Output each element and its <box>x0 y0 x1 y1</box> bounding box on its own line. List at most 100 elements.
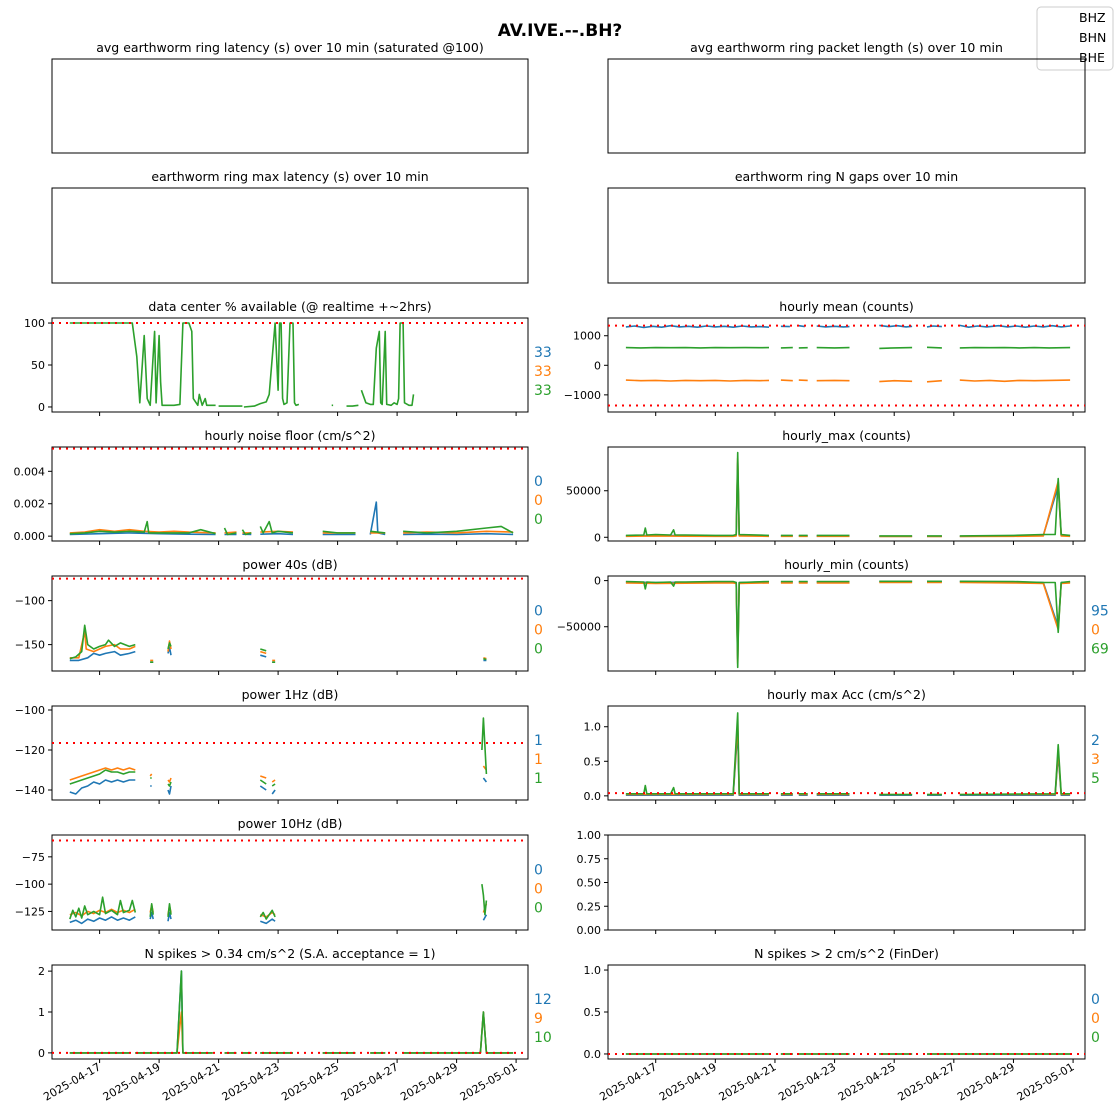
y-tick-label: 0.25 <box>577 900 602 913</box>
plot-area <box>52 970 528 1054</box>
series-line-bhz <box>625 462 1071 538</box>
y-tick-label: 0 <box>594 359 601 372</box>
panel-p6: hourly noise floor (cm/s^2) 0.000 0.002 0.0… <box>14 428 543 545</box>
x-tick-label: 2025-04-29 <box>398 1060 460 1103</box>
y-tick-label: 0.75 <box>577 853 602 866</box>
panel-p15: N spikes > 2 cm/s^2 (FinDer) 0.0 0.5 1.0 202… <box>584 946 1100 1104</box>
panel-p1: avg earthworm ring packet length (s) ove… <box>607 40 1086 154</box>
plot-area <box>52 839 528 925</box>
series-line-bhe <box>625 451 1071 537</box>
series-line-bhn <box>625 457 1071 538</box>
plot-area <box>625 580 1071 669</box>
plot-frame <box>51 705 529 801</box>
panel-p8: power 40s (dB) −100 −150 0 0 0 <box>15 557 543 675</box>
series-line-bhe <box>625 580 1071 669</box>
plot-area <box>608 712 1085 796</box>
y-tick-label: 1000 <box>573 330 601 343</box>
plot-frame <box>51 58 529 154</box>
series-line-bhz <box>69 911 488 925</box>
side-value-bhz: 33 <box>534 345 552 361</box>
y-tick-label: −100 <box>15 704 45 717</box>
panel-title: earthworm ring max latency (s) over 10 m… <box>151 169 428 184</box>
y-tick-label: −50000 <box>557 621 601 634</box>
side-value-bhe: 0 <box>534 642 543 658</box>
x-tick-label: 2025-04-25 <box>279 1060 341 1103</box>
side-value-bhe: 33 <box>534 383 552 399</box>
side-value-bhz: 0 <box>1091 992 1100 1008</box>
plot-area <box>52 577 528 663</box>
panel-p13: 0.00 0.25 0.50 0.75 1.00 <box>577 829 1086 937</box>
x-tick-label: 2025-04-27 <box>895 1060 957 1103</box>
series-line-bhe <box>625 346 1071 350</box>
side-value-bhe: 0 <box>1091 1030 1100 1046</box>
legend: BHZ BHN BHE <box>1036 6 1114 71</box>
x-tick-label: 2025-04-21 <box>717 1060 779 1103</box>
x-tick-label: 2025-04-19 <box>101 1060 163 1103</box>
plot-frame <box>607 446 1086 542</box>
series-line-bhz <box>625 324 1071 329</box>
panel-title: power 1Hz (dB) <box>242 687 339 702</box>
panel-p12: power 10Hz (dB) −75 −100 −125 0 0 0 <box>15 816 543 934</box>
panel-p11: hourly max Acc (cm/s^2) 0.0 0.5 1.0 2 3 5 <box>584 687 1100 804</box>
series-line-bhz <box>69 501 514 536</box>
panel-title: avg earthworm ring latency (s) over 10 m… <box>96 40 483 55</box>
plot-frame <box>607 964 1086 1060</box>
panel-title: hourly_max (counts) <box>782 428 911 443</box>
y-tick-label: 0 <box>594 531 601 544</box>
side-value-bhn: 0 <box>534 493 543 509</box>
panel-p14: N spikes > 0.34 cm/s^2 (S.A. acceptance … <box>38 946 552 1104</box>
side-value-bhz: 95 <box>1091 604 1109 620</box>
side-value-bhz: 1 <box>534 733 543 749</box>
side-value-bhn: 1 <box>534 752 543 768</box>
plot-area <box>625 451 1071 538</box>
series-line-bhn <box>69 903 488 918</box>
y-tick-label: 0.004 <box>14 465 46 478</box>
plot-frame <box>51 187 529 284</box>
plot-frame <box>51 834 529 931</box>
series-line-bhe <box>69 717 488 787</box>
x-tick-label: 2025-05-01 <box>458 1060 520 1103</box>
panel-title: power 40s (dB) <box>242 557 337 572</box>
side-value-bhe: 69 <box>1091 642 1109 658</box>
panel-title: N spikes > 0.34 cm/s^2 (S.A. acceptance … <box>144 946 435 961</box>
plot-area <box>52 717 528 795</box>
figure-title: AV.IVE.--.BH? <box>498 21 623 41</box>
panel-p5: hourly mean (counts) −1000 0 1000 <box>564 299 1086 416</box>
panel-title: N spikes > 2 cm/s^2 (FinDer) <box>754 946 939 961</box>
series-line-bhe <box>625 712 1071 796</box>
y-tick-label: 2 <box>38 965 45 978</box>
legend-frame <box>1036 6 1114 71</box>
y-tick-label: 0 <box>38 401 45 414</box>
x-tick-label: 2025-04-19 <box>657 1060 719 1103</box>
series-line-bhe <box>69 883 488 920</box>
y-tick-label: −140 <box>15 784 45 797</box>
panel-p7: hourly_max (counts) 0 50000 <box>566 428 1086 545</box>
plot-area <box>608 324 1085 407</box>
y-tick-label: 100 <box>24 317 45 330</box>
y-tick-label: 0.5 <box>584 755 602 768</box>
legend-entry-bhn: BHN <box>1079 30 1106 45</box>
plot-frame <box>607 187 1086 284</box>
series-line-bhn <box>69 1011 514 1054</box>
side-value-bhz: 0 <box>534 474 543 490</box>
side-value-bhn: 9 <box>534 1011 543 1027</box>
plot-frame <box>607 575 1086 672</box>
y-tick-label: −75 <box>22 851 45 864</box>
x-tick-label: 2025-05-01 <box>1015 1060 1077 1103</box>
y-tick-label: 0.0 <box>584 790 602 803</box>
y-tick-label: −100 <box>15 595 45 608</box>
side-value-bhn: 0 <box>1091 623 1100 639</box>
x-tick-label: 2025-04-27 <box>339 1060 401 1103</box>
y-tick-label: −100 <box>15 878 45 891</box>
side-value-bhz: 2 <box>1091 733 1100 749</box>
side-value-bhn: 33 <box>534 364 552 380</box>
panel-p9: hourly_min (counts) 0 −50000 95 0 69 <box>557 557 1109 675</box>
side-value-bhn: 0 <box>534 623 543 639</box>
x-tick-label: 2025-04-23 <box>220 1060 282 1103</box>
y-tick-label: 1.00 <box>577 829 602 842</box>
x-tick-label: 2025-04-17 <box>41 1060 103 1103</box>
legend-entry-bhz: BHZ <box>1079 10 1106 25</box>
y-tick-label: −1000 <box>564 389 601 402</box>
y-tick-label: 0.000 <box>14 530 46 543</box>
